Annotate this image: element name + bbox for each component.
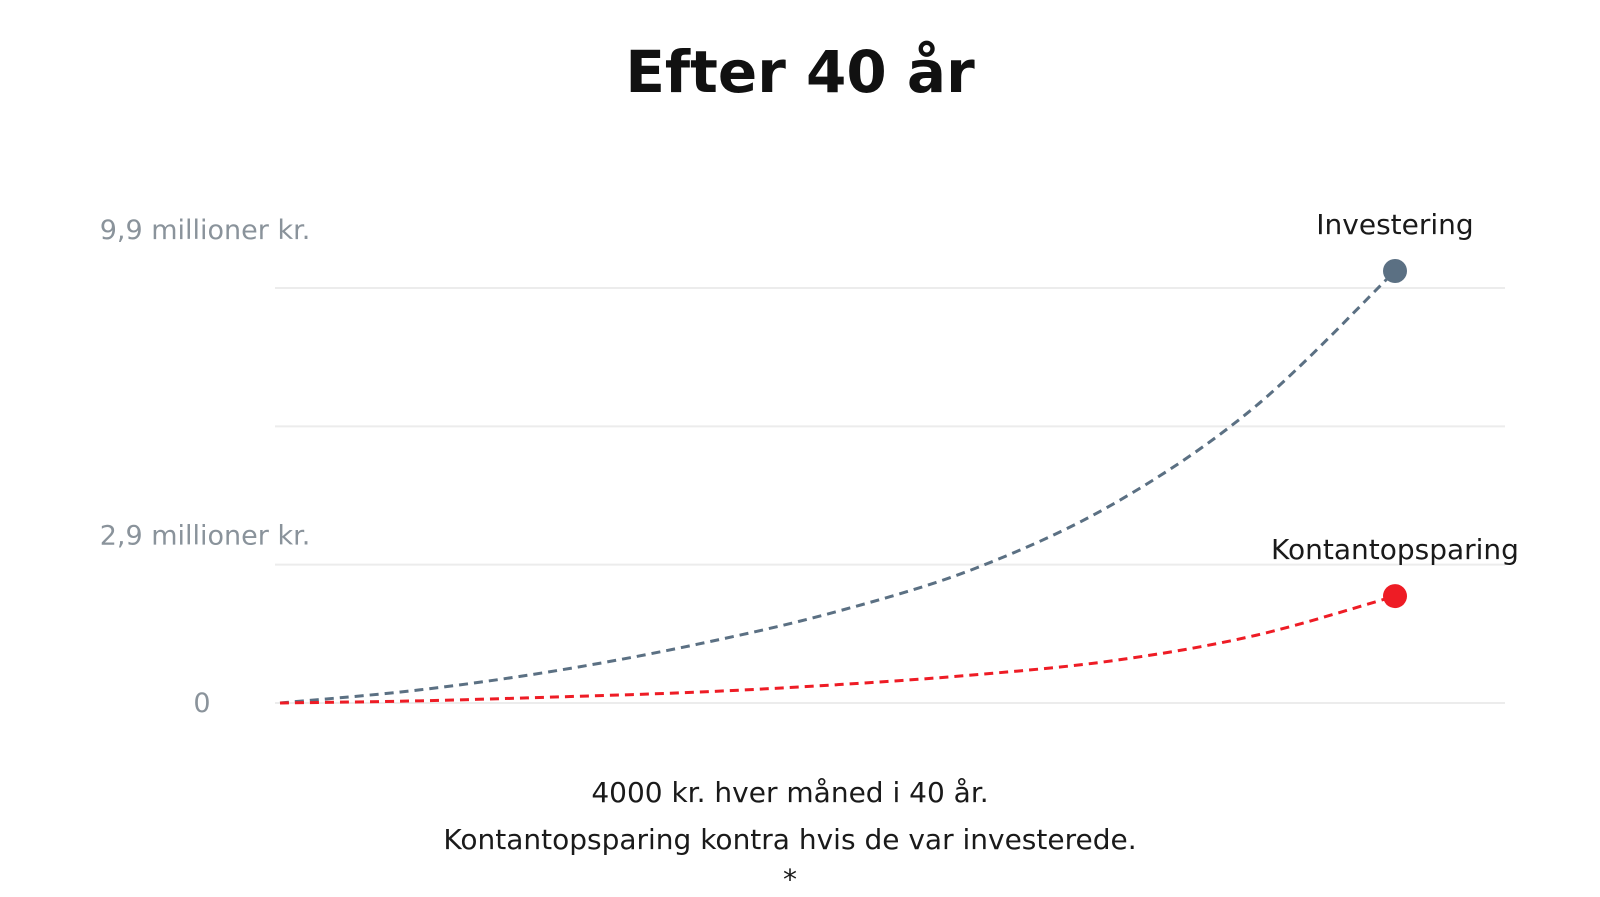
series-label-investering: Investering [1316,208,1473,241]
y-tick-label-0: 0 [193,688,210,719]
caption-footnote-marker: * [783,863,797,896]
caption-line-1: 4000 kr. hver måned i 40 år. [591,776,988,809]
y-tick-label-2: 9,9 millioner kr. [100,215,311,246]
series-line-investering [279,269,1397,705]
chart-title: Efter 40 år [625,38,975,106]
series-labels: Investering Kontantopsparing [1271,208,1519,566]
series-endpoint-kontantopsparing [1383,584,1407,609]
grid [275,287,1505,704]
series-line-kontantopsparing [279,594,1396,705]
series [279,259,1407,705]
y-axis-ticks: 0 2,9 millioner kr. 9,9 millioner kr. [100,215,311,719]
series-label-kontantopsparing: Kontantopsparing [1271,533,1519,566]
y-tick-label-1: 2,9 millioner kr. [100,520,311,551]
series-endpoint-investering [1383,259,1407,283]
caption-line-2: Kontantopsparing kontra hvis de var inve… [443,823,1136,856]
